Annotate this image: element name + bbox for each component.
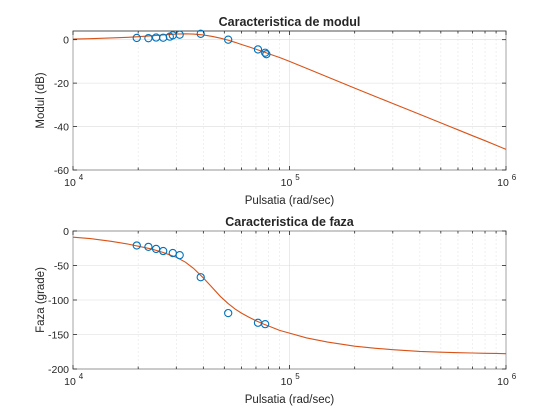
phase-model-curve [72, 236, 507, 355]
magnitude-ylabel: Modul (dB) [35, 72, 47, 128]
phase-y-tick-label: 0 [63, 226, 69, 238]
magnitude-x-tick-label: 10 [281, 177, 293, 189]
magnitude-x-tick-label: 10 [64, 177, 76, 189]
phase-y-tick-label: -150 [48, 330, 69, 342]
phase-xlabel: Pulsatia (rad/sec) [245, 394, 335, 406]
magnitude-x-tick-exponent: 4 [79, 173, 84, 182]
phase-x-tick-exponent: 6 [512, 372, 517, 381]
phase-data-point [159, 246, 168, 256]
magnitude-data-point [132, 33, 141, 43]
magnitude-xlabel: Pulsatia (rad/sec) [245, 195, 335, 207]
phase-data-point [175, 250, 184, 260]
magnitude-y-tick-label: -40 [54, 122, 69, 134]
magnitude-model-curve [72, 33, 507, 150]
magnitude-data-point [196, 29, 205, 38]
phase-y-tick-label: -200 [48, 364, 69, 376]
phase-ylabel: Faza (grade) [35, 267, 47, 333]
magnitude-data-point [224, 35, 233, 44]
magnitude-data-point [261, 48, 270, 57]
phase-data-point [144, 242, 153, 252]
magnitude-y-tick-label: -20 [54, 78, 69, 90]
magnitude-data-point [253, 45, 263, 54]
phase-x-tick-label: 10 [497, 376, 509, 388]
phase-plot: 10 4 10 5 10 60-50-100-150-200 Caracteristica… [35, 215, 517, 406]
phase-x-tick-exponent: 5 [295, 372, 300, 381]
magnitude-y-tick-label: 0 [63, 35, 69, 47]
phase-y-tick-label: -50 [54, 261, 69, 273]
phase-y-tick-label: -100 [48, 295, 69, 307]
magnitude-plot: 10 4 10 5 10 60-20-40-60 Caracteristica de mo… [35, 15, 517, 207]
magnitude-x-tick-label: 10 [497, 177, 509, 189]
phase-data-point [196, 273, 205, 282]
magnitude-x-tick-exponent: 6 [512, 173, 517, 182]
phase-x-tick-label: 10 [64, 376, 76, 388]
magnitude-data-point [175, 30, 184, 39]
magnitude-title: Caracteristica de modul [219, 15, 361, 29]
magnitude-data-point [262, 50, 271, 59]
magnitude-x-tick-exponent: 5 [295, 173, 300, 182]
phase-data-point [132, 241, 141, 250]
phase-data-point [261, 319, 270, 329]
phase-x-tick-exponent: 4 [79, 372, 84, 381]
magnitude-y-tick-label: -60 [54, 165, 69, 177]
phase-data-point [224, 308, 233, 318]
phase-title: Caracteristica de faza [225, 215, 355, 229]
phase-x-tick-label: 10 [281, 376, 293, 388]
